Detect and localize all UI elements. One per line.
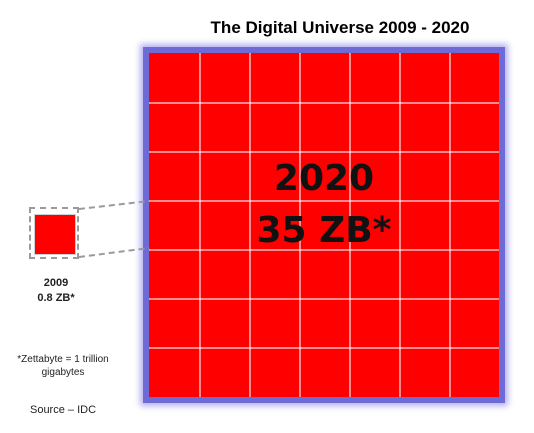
grid-line [399,53,401,397]
small-size-label: 0.8 ZB* [37,292,75,304]
grid-line [149,347,499,349]
grid-line [199,53,201,397]
big-size-label: 35 ZB* [256,210,392,251]
small-square-2009 [34,214,76,255]
small-year-label: 2009 [43,277,69,289]
zettabyte-footnote: *Zettabyte = 1 trillion gigabytes [17,354,109,378]
grid-line [349,53,351,397]
diagram-title: The Digital Universe 2009 - 2020 [210,18,470,37]
grid-line [149,249,499,251]
source-label: Source – IDC [29,404,97,416]
big-square-2020 [149,53,499,397]
grid-line [149,102,499,104]
grid-line [149,151,499,153]
big-year-label: 2020 [273,158,375,199]
small-square-outline [29,207,79,259]
grid-line [149,200,499,202]
grid-line [249,53,251,397]
grid-line [149,298,499,300]
big-square-frame [143,47,505,403]
grid-line [449,53,451,397]
grid-line [299,53,301,397]
